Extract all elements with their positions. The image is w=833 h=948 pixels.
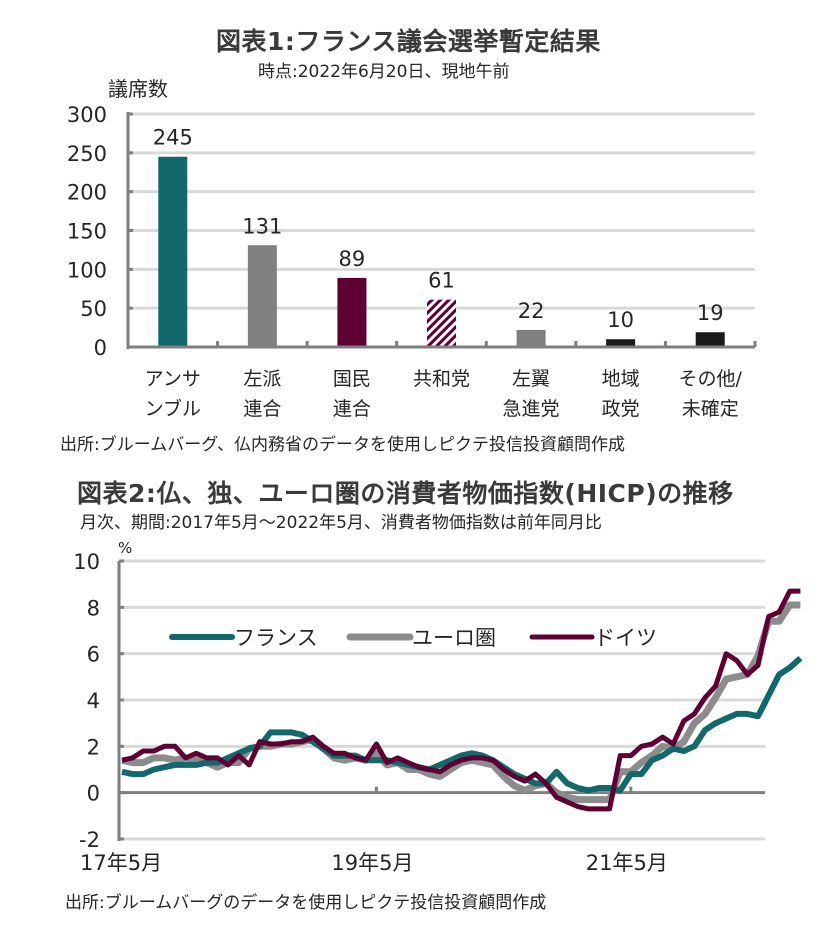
- bar-value-label: 245: [153, 126, 193, 150]
- x-category-label: 地域 政党: [576, 364, 666, 424]
- x-tick-label: 21年5月: [586, 851, 668, 875]
- bar: [516, 329, 546, 347]
- category-line-1: 左派: [243, 368, 282, 390]
- bar-value-label: 22: [518, 299, 545, 323]
- category-line-2: 政党: [601, 398, 640, 420]
- bar: [158, 156, 188, 347]
- bar: [695, 332, 725, 347]
- bar: [337, 277, 367, 347]
- chart2-title: 図表2:仏、独、ユーロ圏の消費者物価指数(HICP)の推移: [77, 479, 734, 508]
- series-line-2: [121, 588, 801, 812]
- bar: [247, 245, 277, 347]
- y-tick-label: 8: [87, 596, 100, 620]
- y-tick-label: 0: [94, 336, 107, 360]
- chart1-title: 図表1:フランス議会選挙暫定結果: [216, 27, 601, 56]
- y-tick-label: 300: [67, 103, 107, 127]
- bar: [606, 339, 636, 347]
- y-tick-label: 150: [67, 220, 107, 244]
- x-tick-label: 19年5月: [331, 851, 413, 875]
- x-category-label: 国民 連合: [307, 364, 397, 424]
- category-line-2: [397, 394, 487, 424]
- category-line-1: アンサ: [144, 368, 201, 390]
- x-category-label: 左翼 急進党: [486, 364, 576, 424]
- x-category-label: 左派 連合: [217, 364, 307, 424]
- category-line-1: 左翼: [512, 368, 551, 390]
- category-line-1: その他/: [678, 368, 742, 390]
- category-line-1: 地域: [601, 368, 640, 390]
- y-tick-label: 4: [87, 689, 100, 713]
- x-category-label: 共和党: [397, 364, 487, 424]
- y-tick-label: 250: [67, 142, 107, 166]
- chart2-y-unit: %: [118, 539, 133, 557]
- chart2-subtitle: 月次、期間:2017年5月～2022年5月、消費者物価指数は前年同月比: [80, 513, 602, 533]
- line-chart: 10 8 6 4 2 0 -2 フランス ユーロ圏 ドイツ 17年5月 19年5月 21年5月: [73, 550, 803, 875]
- y-tick-label: 0: [87, 782, 100, 806]
- chart2-source: 出所:ブルームバーグのデータを使用しピクテ投信投資顧問作成: [65, 893, 547, 913]
- y-tick-label: 50: [80, 297, 107, 321]
- x-category-label: アンサ ンブル: [128, 364, 218, 424]
- y-tick-label: 6: [87, 643, 100, 667]
- legend-label: フランス: [234, 626, 318, 650]
- y-tick-label: 200: [67, 181, 107, 205]
- category-line-2: 未確定: [681, 398, 739, 420]
- bar: [427, 299, 456, 347]
- chart1-subtitle: 時点:2022年6月20日、現地午前: [258, 62, 510, 82]
- bar-value-label: 19: [697, 301, 724, 325]
- bar-value-label: 61: [428, 269, 455, 293]
- y-tick-label: -2: [79, 828, 100, 852]
- chart1-y-axis-label: 議席数: [108, 77, 168, 101]
- category-line-2: 急進党: [502, 398, 560, 420]
- y-tick-label: 2: [87, 735, 100, 759]
- x-tick-label: 17年5月: [80, 851, 162, 875]
- y-tick-label: 10: [73, 550, 100, 574]
- legend-label: ドイツ: [594, 626, 657, 650]
- bar-value-label: 131: [242, 214, 282, 238]
- bar-value-label: 89: [339, 247, 366, 271]
- bar-value-label: 10: [607, 308, 634, 332]
- category-line-1: 共和党: [412, 368, 470, 390]
- category-line-2: ンブル: [144, 398, 201, 420]
- x-category-label: その他/未確定: [665, 364, 755, 424]
- category-line-2: 連合: [243, 398, 282, 420]
- y-tick-label: 100: [67, 258, 107, 282]
- bar-chart: 300 250 200 150 100 50 0 245 131 89 61 22 10 19: [67, 103, 757, 360]
- category-line-1: 国民: [332, 368, 371, 390]
- chart1-source: 出所:ブルームバーグ、仏内務省のデータを使用しピクテ投信投資顧問作成: [60, 435, 626, 455]
- legend-label: ユーロ圏: [412, 626, 496, 650]
- category-line-2: 連合: [332, 398, 371, 420]
- series-line-0: [121, 656, 803, 794]
